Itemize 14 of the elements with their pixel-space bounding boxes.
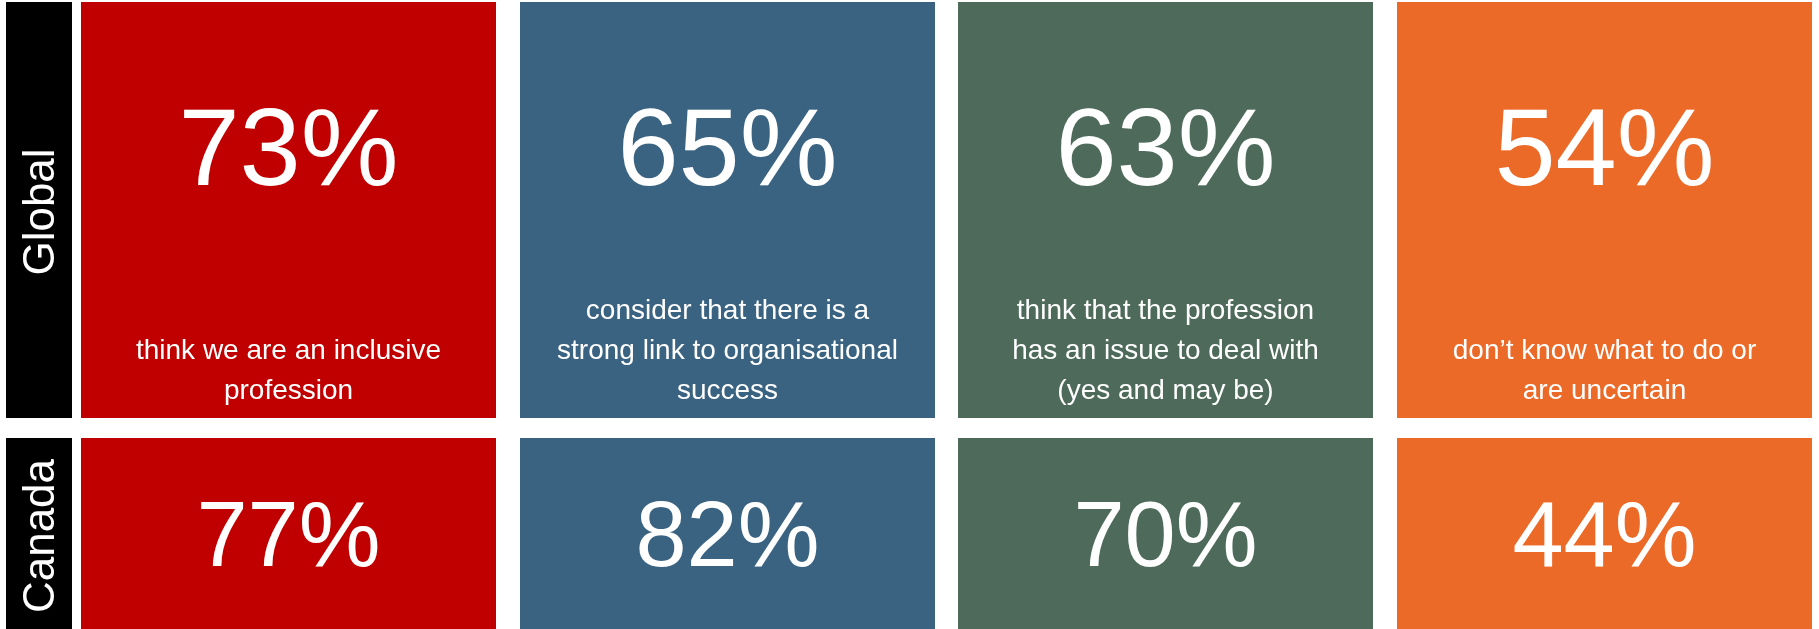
category-label: think that the profession has an issue to deal with (yes and may be) bbox=[1011, 293, 1320, 407]
text: Global bbox=[14, 148, 63, 276]
data-label: 70% bbox=[1072, 482, 1259, 585]
data-label: 44% bbox=[1511, 482, 1698, 585]
data-label: 54% bbox=[1493, 85, 1716, 208]
data-label: 77% bbox=[195, 482, 382, 585]
category-label: don’t know what to do or are uncertain bbox=[1451, 333, 1758, 407]
data-label: 65% bbox=[616, 85, 839, 208]
data-label: 73% bbox=[177, 85, 400, 208]
data-label: 82% bbox=[634, 482, 821, 585]
category-label: think we are an inclusive profession bbox=[134, 333, 442, 407]
text: Canada bbox=[14, 458, 63, 613]
category-label: consider that there is a strong link to organisational success bbox=[557, 293, 898, 407]
data-label: 63% bbox=[1054, 85, 1277, 208]
